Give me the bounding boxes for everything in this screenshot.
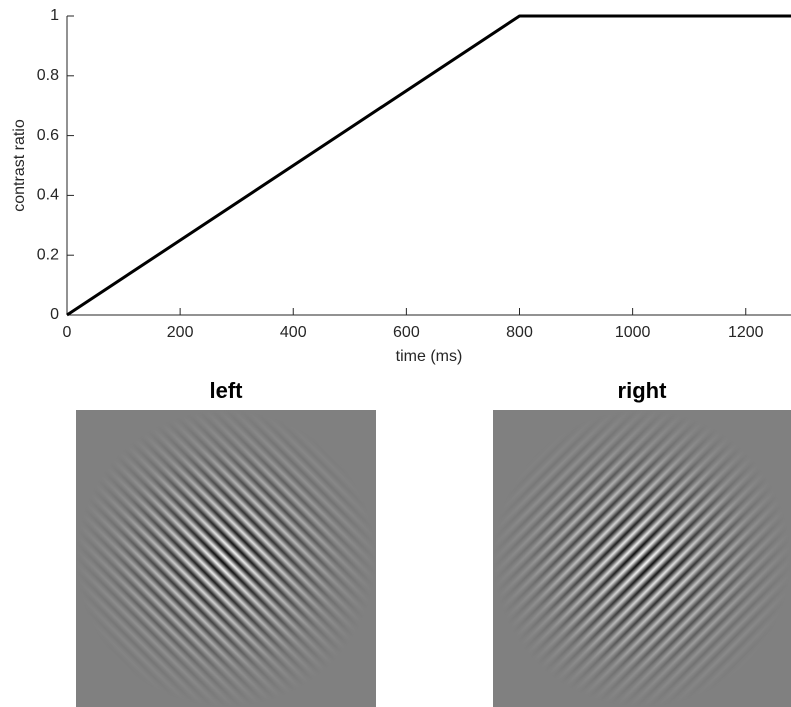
y-tick-label: 0.2: [37, 246, 59, 263]
y-tick-label: 1: [50, 7, 59, 24]
x-tick-label: 1200: [728, 324, 764, 341]
y-tick-label: 0.6: [37, 127, 59, 144]
x-tick-label: 600: [393, 324, 420, 341]
x-tick-label: 0: [63, 324, 72, 341]
line-plot: 0 0.2 0.4 0.6 0.8 1 0 200 400 600 800 1000 1200 time …: [11, 7, 791, 365]
y-tick-label: 0: [50, 306, 59, 323]
y-tick-label: 0.4: [37, 187, 59, 204]
x-tick-label: 1000: [615, 324, 651, 341]
grating-left: [76, 410, 376, 707]
grating-right: [493, 410, 791, 707]
x-axis-label: time (ms): [396, 348, 463, 365]
y-tick-label: 0.8: [37, 67, 59, 84]
figure: 0 0.2 0.4 0.6 0.8 1 0 200 400 600 800 1000 1200 time …: [0, 0, 791, 707]
image-title: right: [618, 378, 668, 403]
x-tick-label: 400: [280, 324, 307, 341]
data-line: [67, 16, 791, 315]
y-axis-label: contrast ratio: [11, 119, 28, 212]
x-tick-label: 200: [167, 324, 194, 341]
image-title: left: [210, 378, 244, 403]
x-tick-label: 800: [506, 324, 533, 341]
